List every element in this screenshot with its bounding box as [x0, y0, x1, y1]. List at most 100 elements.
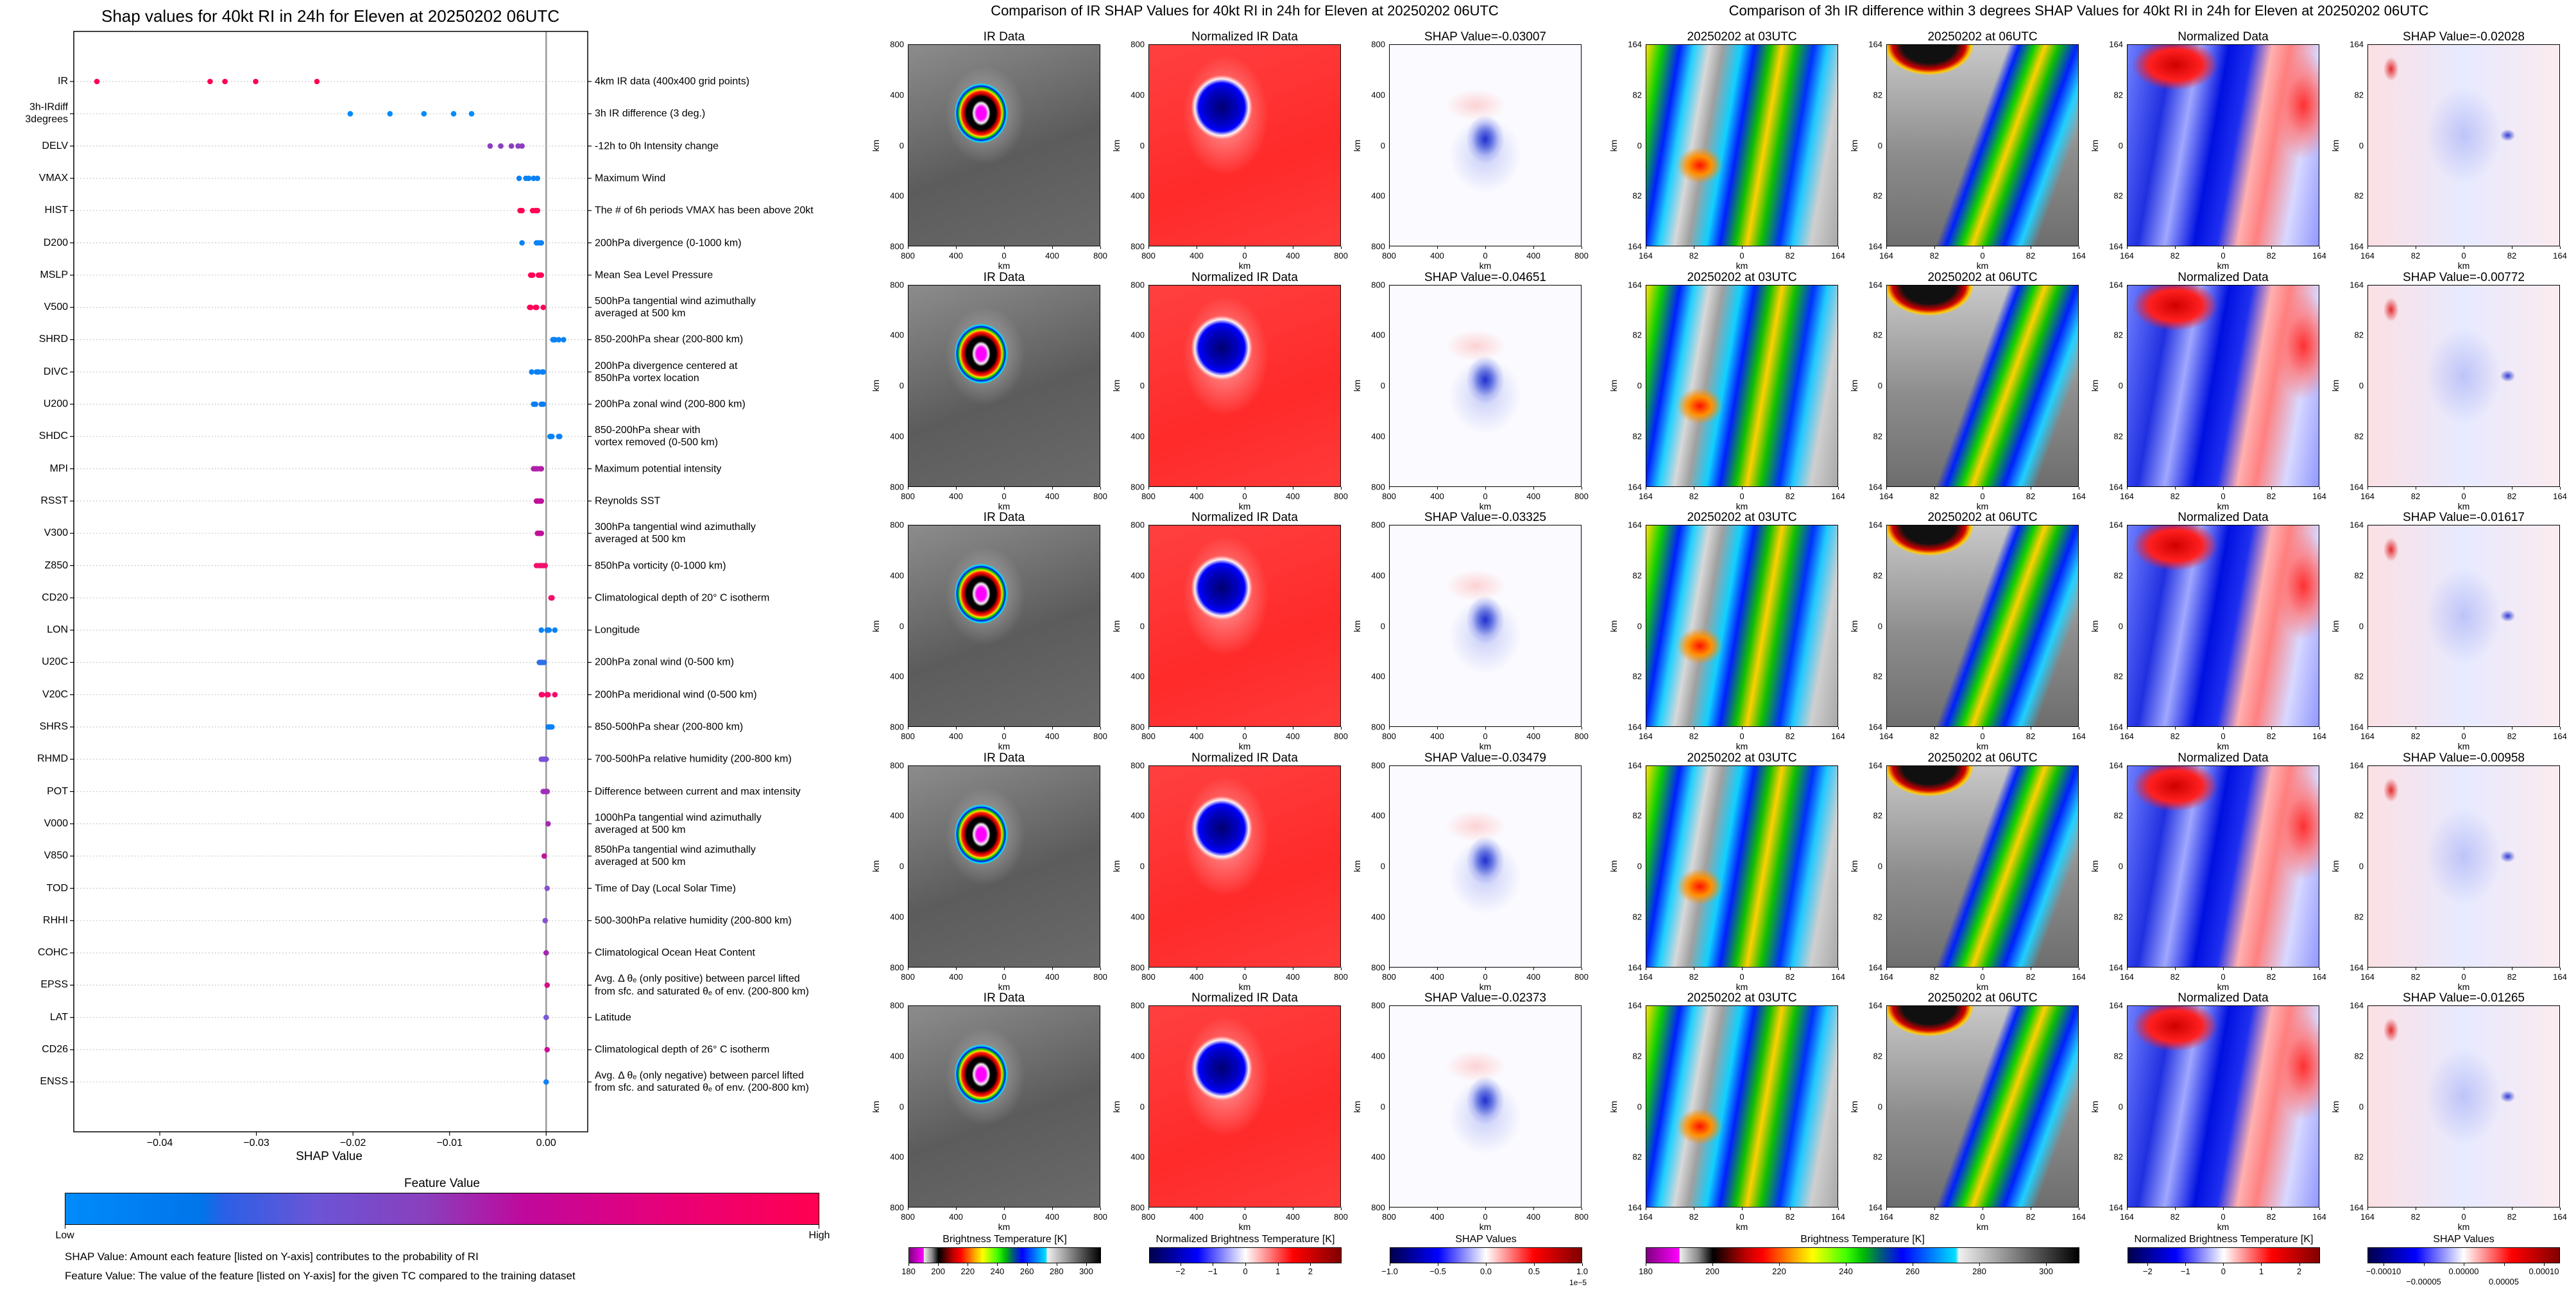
- y-tick-label: 82: [1873, 570, 1882, 581]
- shap-dot: [539, 692, 545, 697]
- x-tick-label: 82: [2266, 1212, 2276, 1222]
- x-tick-label: 164: [2312, 491, 2326, 501]
- x-tick-label: 400: [949, 971, 963, 982]
- colorbar-seismic: [1149, 1247, 1342, 1263]
- colorbar-tick-label: 0: [1243, 1267, 1248, 1276]
- ir3h_group-image-panel: [2127, 525, 2319, 727]
- x-tick: [1100, 727, 1101, 730]
- y-tick-label: 400: [1130, 671, 1145, 681]
- y-tick-label: 164: [1628, 1000, 1642, 1011]
- colorbar-tick: [1534, 1263, 1535, 1266]
- x-tick: [956, 1208, 957, 1210]
- y-tick-label: 800: [890, 722, 904, 732]
- feature-description: 200hPa divergence (0-1000 km): [595, 237, 742, 248]
- shap-dot: [538, 530, 545, 536]
- x-tick: [956, 967, 957, 970]
- y-tick-label: 82: [2354, 671, 2364, 681]
- y-axis-label: km: [871, 379, 881, 392]
- y-tick-label: 82: [1632, 1051, 1642, 1061]
- x-tick-label: 164: [2120, 971, 2134, 982]
- panel-title: 20250202 at 06UTC: [1927, 270, 2038, 284]
- x-tick-label: 0: [1483, 251, 1488, 260]
- ir3h_group-image-panel: [2367, 525, 2560, 727]
- shap-dot: [421, 111, 427, 117]
- y-tick-label: 82: [1632, 431, 1642, 441]
- colorbar-title: SHAP Values: [2433, 1234, 2495, 1245]
- ir3h_group-image-panel: [2127, 44, 2319, 246]
- x-tick-label: 0: [1242, 491, 1247, 501]
- x-tick-label: 400: [949, 491, 963, 501]
- colorbar-tick-label: 0.5: [1528, 1267, 1540, 1276]
- x-tick-label: 800: [1093, 1212, 1107, 1222]
- feature-description: Avg. Δ θₑ (only positive) between parcel…: [595, 973, 809, 997]
- feature-name: RSST: [40, 495, 68, 506]
- shap-dot: [538, 466, 545, 472]
- y-tick-label: 82: [1632, 912, 1642, 922]
- y-axis-label: km: [871, 139, 881, 151]
- x-tick-label: 800: [1382, 731, 1396, 741]
- y-tick-label: 400: [1371, 330, 1385, 340]
- y-axis-label: km: [1111, 860, 1122, 873]
- x-tick: [2319, 246, 2320, 249]
- x-axis-label: km: [1238, 260, 1251, 271]
- y-tick-label: 0: [2358, 380, 2364, 391]
- feature-description: Avg. Δ θₑ (only negative) between parcel…: [595, 1070, 809, 1094]
- y-tick-label: 0: [1380, 1102, 1385, 1111]
- y-tick-label: 400: [1371, 570, 1385, 581]
- feature-description: 700-500hPa relative humidity (200-800 km…: [595, 753, 792, 765]
- y-tick-label: 164: [2109, 760, 2123, 770]
- shap-dot: [450, 111, 457, 117]
- shap-dot: [534, 207, 541, 214]
- x-tick: [1485, 246, 1486, 249]
- x-tick: [1341, 967, 1342, 970]
- panel-title: SHAP Value=-0.01265: [2403, 991, 2525, 1005]
- y-axis-label: km: [1352, 860, 1362, 873]
- y-tick-label: 800: [1371, 280, 1385, 289]
- x-tick-label: 800: [1574, 731, 1589, 741]
- shap-dot: [552, 627, 558, 633]
- colorbar-low-label: Low: [55, 1230, 74, 1241]
- y-tick-label: 82: [2113, 912, 2123, 922]
- y-tick-label: 164: [2350, 520, 2364, 530]
- feature-name: CD20: [42, 592, 68, 603]
- y-tick-label: 800: [890, 760, 904, 770]
- x-tick: [1100, 967, 1101, 970]
- x-tick-label: 400: [1430, 251, 1444, 260]
- x-tick-label: 800: [1141, 971, 1156, 982]
- x-tick-label: 82: [2410, 491, 2421, 501]
- colorbar-bt: [908, 1247, 1101, 1263]
- y-axis-label: km: [871, 860, 881, 873]
- x-tick-label: 82: [2026, 971, 2036, 982]
- x-tick: [1004, 727, 1005, 730]
- x-tick-label: 82: [1929, 251, 1940, 260]
- y-tick-label: 82: [1632, 671, 1642, 681]
- x-tick-label: 164: [1831, 491, 1845, 501]
- x-tick-label: 0: [2461, 971, 2466, 982]
- x-axis-label: km: [1976, 260, 1989, 271]
- x-tick-label: 800: [1334, 1212, 1348, 1222]
- panel-title: Normalized Data: [2178, 30, 2269, 44]
- y-tick-label: 800: [890, 1202, 904, 1213]
- x-tick: [1934, 967, 1935, 970]
- x-tick-label: 0: [1002, 251, 1007, 260]
- y-tick-label: 82: [1632, 1152, 1642, 1162]
- x-tick-label: 800: [901, 491, 915, 501]
- ir_group-image-panel: [1148, 284, 1341, 487]
- shap-dot: [546, 627, 552, 633]
- feature-description: Reynolds SST: [595, 495, 661, 507]
- y-tick-label: 0: [1637, 380, 1642, 391]
- feature-description: 850-200hPa shear (200-800 km): [595, 334, 744, 345]
- y-tick-label: 82: [2113, 671, 2123, 681]
- shap-dot: [540, 369, 547, 375]
- y-tick-label: 0: [899, 380, 904, 391]
- x-tick: [1886, 486, 1887, 490]
- y-tick-label: 0: [1637, 621, 1642, 631]
- ir3h_group-image-panel: [1646, 44, 1838, 246]
- x-tick-label: 800: [1382, 971, 1396, 982]
- y-tick-label: 82: [1873, 1051, 1882, 1061]
- y-tick-label: 400: [890, 570, 904, 581]
- x-tick-label: 164: [1831, 1212, 1845, 1222]
- y-tick-label: 164: [2109, 1202, 2123, 1213]
- x-tick: [1004, 486, 1005, 490]
- y-tick-label: 0: [1139, 380, 1145, 391]
